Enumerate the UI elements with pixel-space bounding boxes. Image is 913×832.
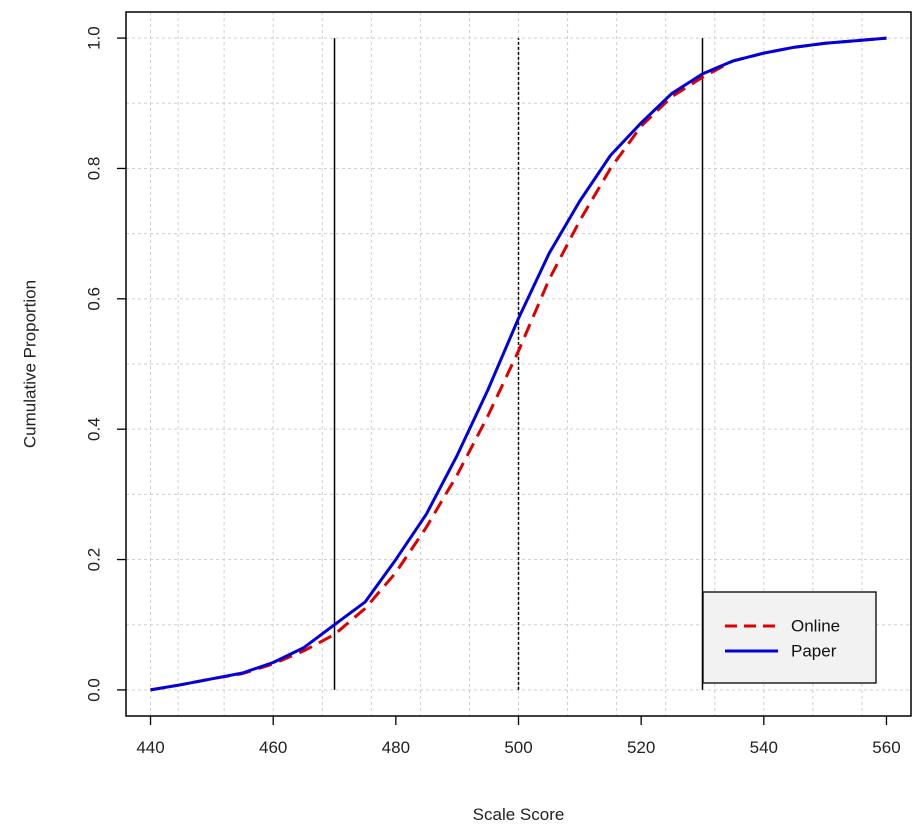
series-line-paper <box>150 36 887 692</box>
reference-lines <box>333 38 704 690</box>
y-axis-title: Cumulative Proportion <box>21 280 40 448</box>
x-tick-label: 440 <box>136 738 164 757</box>
legend-box <box>702 591 877 684</box>
x-axis: 440 460 480 500 520 540 560 <box>136 716 901 757</box>
y-tick-label: 0.4 <box>85 417 104 441</box>
x-tick-label: 540 <box>750 738 778 757</box>
x-tick-label: 560 <box>872 738 900 757</box>
y-tick-label: 0.6 <box>85 287 104 311</box>
y-tick-label: 0.8 <box>85 157 104 181</box>
x-tick-label: 520 <box>627 738 655 757</box>
x-axis-title: Scale Score <box>473 805 565 824</box>
legend-label-online: Online <box>791 617 840 636</box>
legend-label-paper: Paper <box>791 642 837 661</box>
x-tick-label: 500 <box>504 738 532 757</box>
y-axis: 0.0 0.2 0.4 0.6 0.8 1.0 <box>85 26 126 702</box>
y-tick-label: 1.0 <box>85 26 104 50</box>
series-lines <box>150 36 887 692</box>
legend: Online Paper <box>702 591 877 684</box>
y-tick-label: 0.0 <box>85 678 104 702</box>
x-tick-label: 460 <box>259 738 287 757</box>
x-tick-label: 480 <box>382 738 410 757</box>
y-tick-label: 0.2 <box>85 548 104 572</box>
